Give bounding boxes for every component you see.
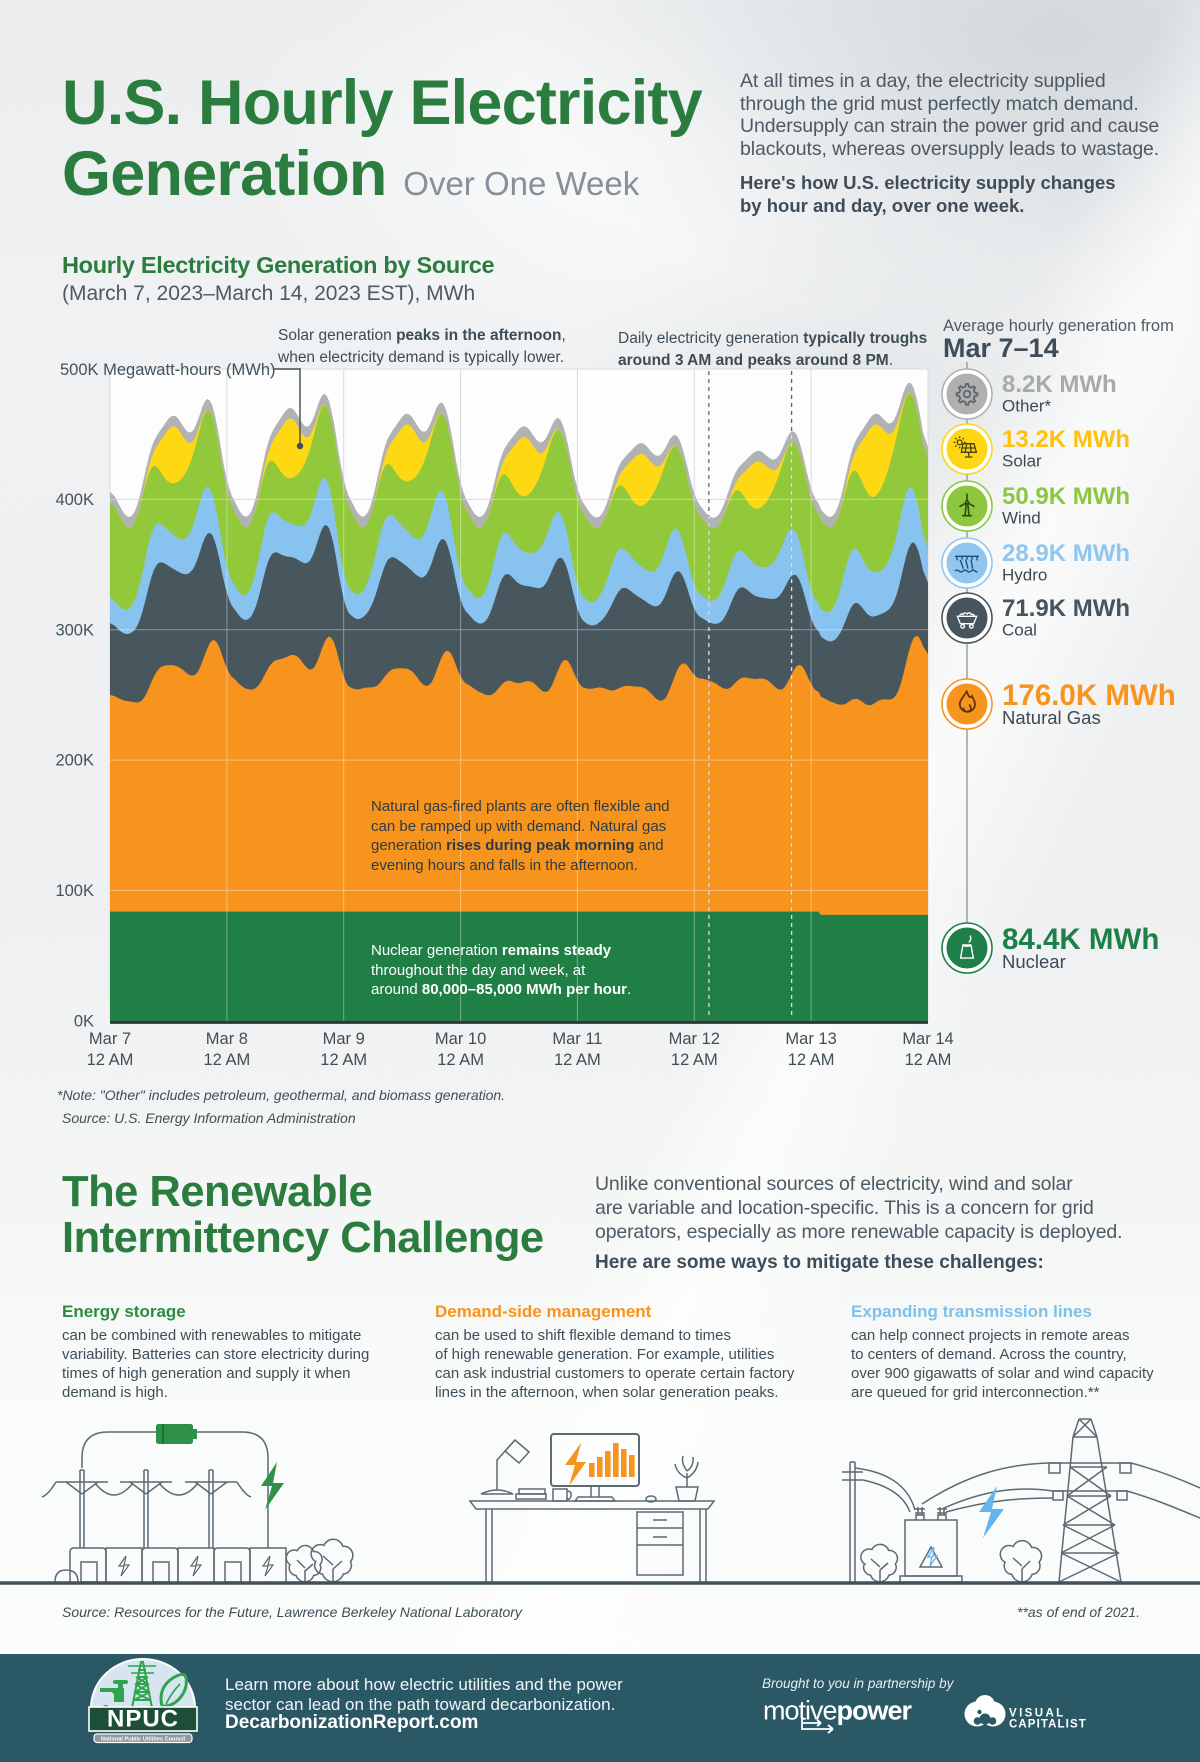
- svg-text:Mar 11: Mar 11: [552, 1030, 602, 1048]
- svg-text:84.4K MWh: 84.4K MWh: [1002, 923, 1159, 956]
- svg-text:National Public Utilities Coun: National Public Utilities Council: [101, 1737, 186, 1743]
- svg-text:13.2K MWh: 13.2K MWh: [1002, 426, 1130, 453]
- svg-text:12 AM: 12 AM: [320, 1051, 367, 1069]
- svg-text:Mar 9: Mar 9: [323, 1030, 365, 1048]
- svg-text:Coal: Coal: [1002, 621, 1037, 640]
- svg-text:Mar 13: Mar 13: [785, 1030, 836, 1048]
- svg-text:NPUC: NPUC: [107, 1706, 179, 1733]
- svg-text:0K: 0K: [74, 1012, 94, 1030]
- svg-text:Other*: Other*: [1002, 397, 1052, 416]
- svg-text:100K: 100K: [55, 882, 94, 900]
- svg-text:Hydro: Hydro: [1002, 566, 1047, 585]
- svg-text:12 AM: 12 AM: [905, 1051, 952, 1069]
- svg-text:12 AM: 12 AM: [788, 1051, 835, 1069]
- svg-text:Mar 7: Mar 7: [89, 1030, 131, 1048]
- svg-text:Mar 14: Mar 14: [902, 1030, 953, 1048]
- svg-text:50.9K MWh: 50.9K MWh: [1002, 483, 1130, 510]
- svg-text:176.0K MWh: 176.0K MWh: [1002, 679, 1176, 712]
- svg-text:12 AM: 12 AM: [437, 1051, 484, 1069]
- svg-text:12 AM: 12 AM: [87, 1051, 134, 1069]
- svg-text:12 AM: 12 AM: [554, 1051, 601, 1069]
- svg-text:Mar 7–14: Mar 7–14: [943, 333, 1059, 363]
- svg-text:Mar 12: Mar 12: [669, 1030, 720, 1048]
- svg-text:12 AM: 12 AM: [671, 1051, 718, 1069]
- svg-text:400K: 400K: [55, 491, 94, 509]
- svg-text:VISUAL: VISUAL: [1009, 1708, 1066, 1720]
- svg-text:Mar 10: Mar 10: [435, 1030, 486, 1048]
- svg-text:500K Megawatt-hours (MWh): 500K Megawatt-hours (MWh): [60, 361, 276, 379]
- svg-text:28.9K MWh: 28.9K MWh: [1002, 540, 1130, 567]
- svg-text:300K: 300K: [55, 621, 94, 639]
- svg-text:Wind: Wind: [1002, 509, 1041, 528]
- svg-text:71.9K MWh: 71.9K MWh: [1002, 595, 1130, 622]
- svg-text:motivepower: motivepower: [763, 1696, 913, 1726]
- svg-text:Solar: Solar: [1002, 452, 1042, 471]
- svg-text:8.2K MWh: 8.2K MWh: [1002, 371, 1117, 398]
- svg-text:Nuclear: Nuclear: [1002, 951, 1066, 972]
- svg-text:Mar 8: Mar 8: [206, 1030, 248, 1048]
- svg-text:12 AM: 12 AM: [204, 1051, 251, 1069]
- svg-text:200K: 200K: [55, 752, 94, 770]
- svg-text:CAPITALIST: CAPITALIST: [1009, 1719, 1087, 1731]
- svg-text:Natural Gas: Natural Gas: [1002, 707, 1101, 728]
- svg-text:Average hourly generation from: Average hourly generation from: [943, 317, 1174, 335]
